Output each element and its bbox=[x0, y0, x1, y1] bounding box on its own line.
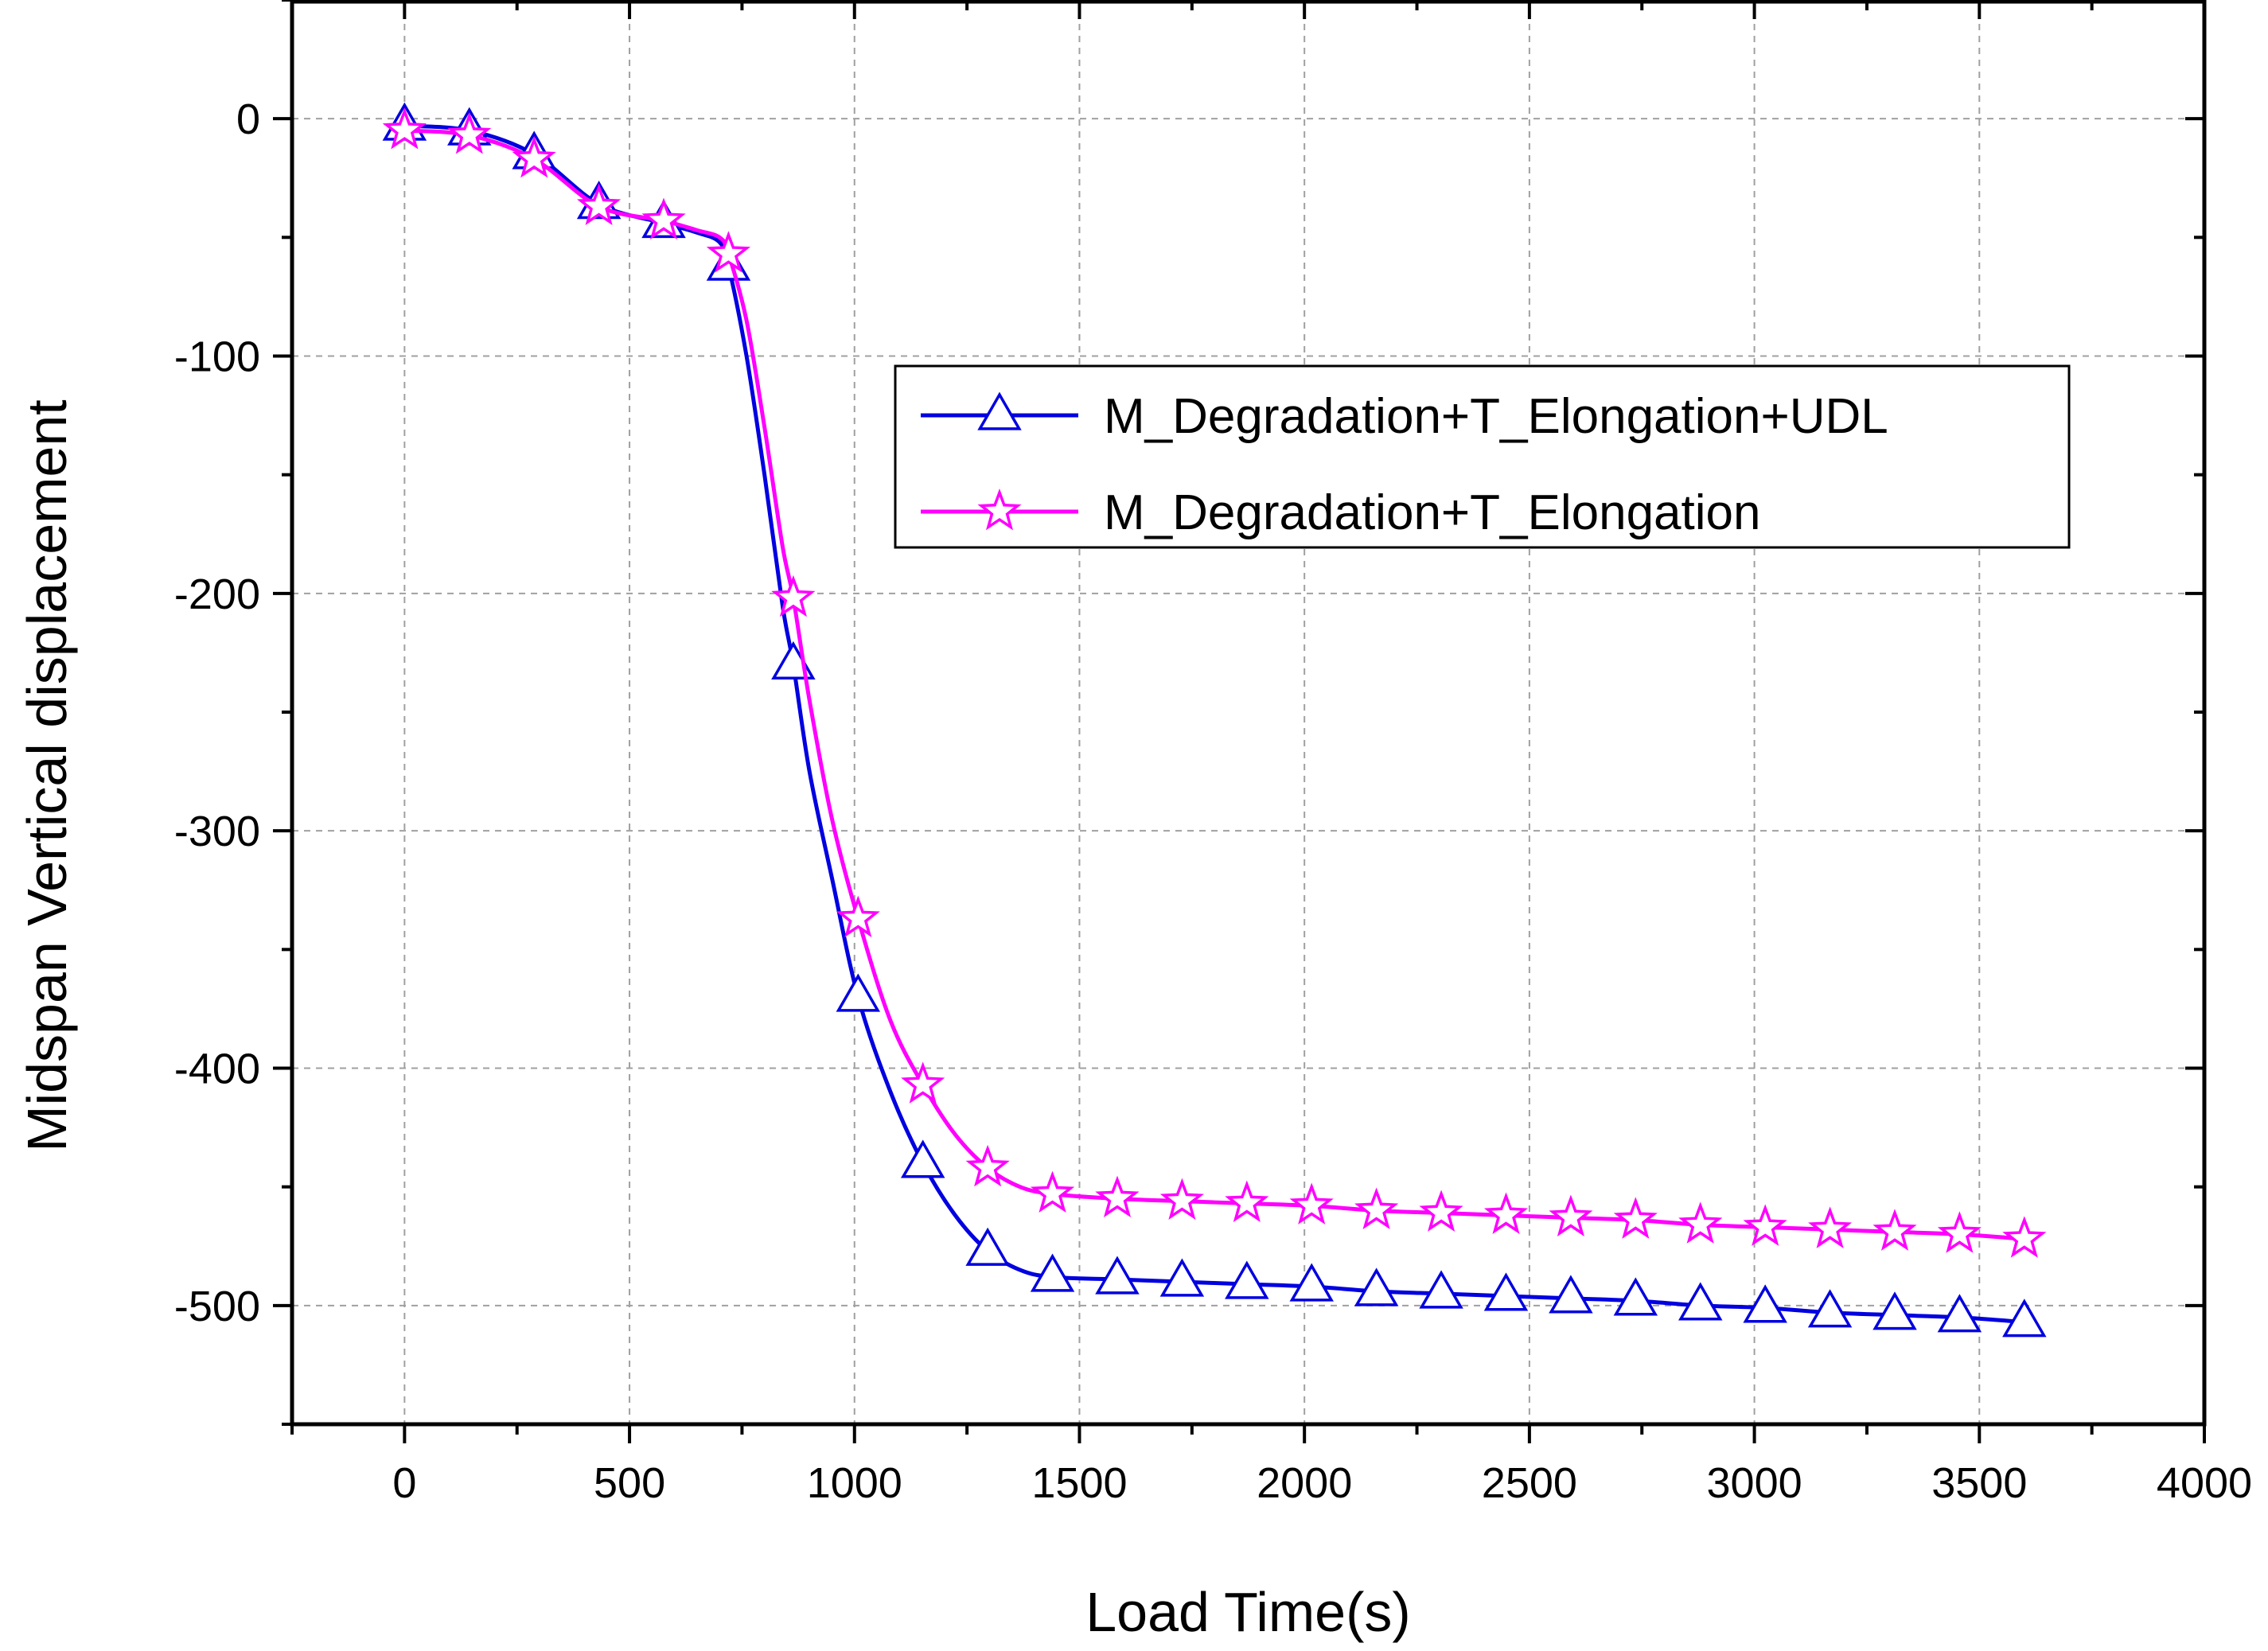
data-point-star bbox=[1743, 1204, 1787, 1246]
y-tick-label: -200 bbox=[174, 570, 260, 618]
data-point-triangle bbox=[1807, 1289, 1853, 1328]
y-tick-label: -300 bbox=[174, 808, 260, 855]
data-point-star bbox=[706, 231, 751, 273]
data-point-star bbox=[1095, 1175, 1140, 1218]
legend-marker-star bbox=[977, 488, 1022, 531]
data-point-triangle bbox=[1678, 1282, 1723, 1321]
legend: M_Degradation+T_Elongation+UDL M_Degradat… bbox=[894, 364, 2071, 549]
grid-layer bbox=[292, 0, 2204, 1424]
x-tick-label: 2500 bbox=[1482, 1459, 1577, 1507]
x-tick-label: 3000 bbox=[1707, 1459, 1802, 1507]
data-point-star bbox=[1159, 1178, 1204, 1221]
legend-entry: M_Degradation+T_Elongation+UDL bbox=[921, 389, 1888, 444]
data-point-triangle bbox=[836, 973, 881, 1012]
data-point-star bbox=[382, 107, 427, 150]
data-point-triangle bbox=[2002, 1299, 2047, 1338]
y-axis-title: Midspan Vertical displacement bbox=[16, 399, 78, 1151]
data-point-star bbox=[577, 183, 622, 226]
data-point-star bbox=[447, 112, 492, 154]
data-point-triangle bbox=[1354, 1267, 1399, 1306]
data-point-star bbox=[512, 135, 556, 178]
data-point-star bbox=[2002, 1216, 2047, 1258]
legend-label: M_Degradation+T_Elongation bbox=[1104, 485, 1761, 540]
data-point-star bbox=[1419, 1190, 1463, 1232]
y-tick-label: -500 bbox=[174, 1283, 260, 1330]
x-tick-label: 1000 bbox=[807, 1459, 902, 1507]
data-point-star bbox=[1030, 1170, 1075, 1213]
series-line bbox=[404, 128, 2024, 1241]
legend-entry: M_Degradation+T_Elongation bbox=[921, 485, 1761, 540]
data-point-star bbox=[1549, 1194, 1593, 1236]
x-tick-label: 4000 bbox=[2157, 1459, 2252, 1507]
data-point-star bbox=[836, 895, 880, 938]
data-point-triangle bbox=[1937, 1294, 1982, 1333]
data-point-triangle bbox=[965, 1227, 1010, 1266]
x-tick-label: 500 bbox=[594, 1459, 665, 1507]
data-point-triangle bbox=[771, 641, 816, 679]
data-point-triangle bbox=[1872, 1291, 1917, 1330]
series-2 bbox=[382, 107, 2047, 1258]
data-point-triangle bbox=[1095, 1256, 1140, 1295]
data-point-star bbox=[1483, 1192, 1529, 1234]
series-layer bbox=[382, 102, 2047, 1338]
data-point-star bbox=[1937, 1211, 1982, 1253]
axes-layer: 0 500 1000 1500 2000 2500 3000 3500 4000 0 -100 -20… bbox=[174, 0, 2252, 1507]
x-tick-label: 0 bbox=[392, 1459, 416, 1507]
x-axis-title: Load Time(s) bbox=[1085, 1581, 1410, 1643]
data-point-triangle bbox=[1483, 1272, 1529, 1311]
y-tick-label: -100 bbox=[174, 333, 260, 381]
x-tick-label: 1500 bbox=[1031, 1459, 1127, 1507]
data-point-triangle bbox=[1030, 1253, 1075, 1292]
data-point-star bbox=[1225, 1180, 1269, 1223]
y-tick-label: -400 bbox=[174, 1046, 260, 1093]
data-point-star bbox=[1678, 1201, 1723, 1244]
data-point-star bbox=[901, 1061, 945, 1104]
legend-label: M_Degradation+T_Elongation+UDL bbox=[1104, 389, 1888, 444]
y-tick-label: 0 bbox=[236, 95, 260, 143]
series-line bbox=[404, 123, 2024, 1325]
series-1 bbox=[382, 102, 2047, 1338]
data-point-triangle bbox=[1159, 1258, 1205, 1297]
data-point-star bbox=[1613, 1197, 1658, 1239]
data-point-triangle bbox=[1613, 1277, 1658, 1316]
x-tick-label: 3500 bbox=[1931, 1459, 2027, 1507]
legend-marker-triangle bbox=[977, 391, 1022, 430]
data-point-star bbox=[771, 574, 816, 617]
data-point-triangle bbox=[1419, 1270, 1463, 1309]
data-point-triangle bbox=[900, 1139, 945, 1178]
data-point-star bbox=[641, 197, 686, 239]
data-point-star bbox=[1354, 1187, 1399, 1229]
x-tick-label: 2000 bbox=[1257, 1459, 1352, 1507]
data-point-star bbox=[1808, 1206, 1853, 1248]
legend-box bbox=[894, 364, 2071, 549]
data-point-triangle bbox=[1289, 1263, 1334, 1302]
data-point-star bbox=[965, 1144, 1010, 1187]
data-point-star bbox=[1872, 1209, 1917, 1251]
data-point-triangle bbox=[1549, 1275, 1593, 1314]
data-point-triangle bbox=[1225, 1260, 1269, 1299]
data-point-triangle bbox=[1743, 1284, 1787, 1323]
data-point-star bbox=[1289, 1182, 1334, 1225]
